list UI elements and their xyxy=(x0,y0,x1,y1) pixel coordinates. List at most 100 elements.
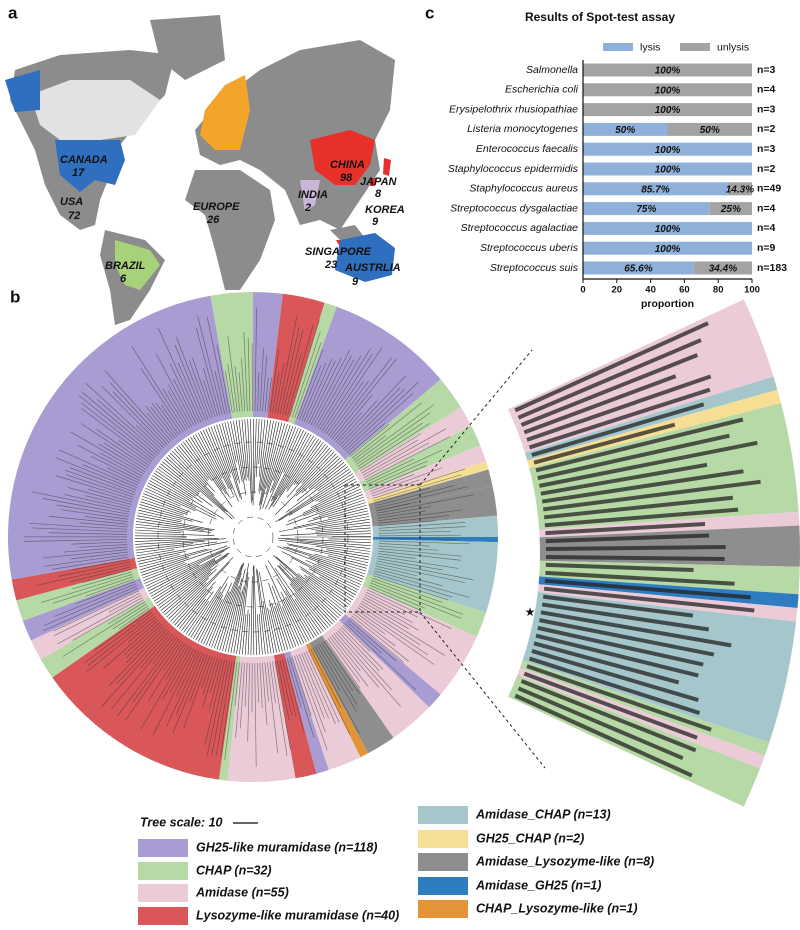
branch xyxy=(285,466,348,513)
leaf-label xyxy=(157,327,202,423)
leaf-label xyxy=(101,630,170,708)
branch xyxy=(315,524,371,531)
leaf-label xyxy=(378,534,461,537)
branch xyxy=(279,563,337,621)
branch xyxy=(293,510,369,529)
branch xyxy=(275,453,337,515)
leaf-label xyxy=(235,662,243,738)
leaf-label xyxy=(125,625,164,664)
leaf-label xyxy=(367,449,443,485)
leaf-label xyxy=(82,569,132,583)
clade-band xyxy=(362,574,486,637)
leaf-label xyxy=(165,644,188,681)
bar-segment xyxy=(709,202,752,216)
leaf-label xyxy=(371,577,443,603)
tree-legend: Tree scale: 10 GH25-like muramidase (n=1… xyxy=(138,806,654,925)
branch xyxy=(247,613,251,655)
leaf-label xyxy=(348,619,397,662)
leaf-label xyxy=(335,631,401,707)
leaf-label xyxy=(346,392,414,454)
leaf-label xyxy=(48,515,128,525)
leaf-label xyxy=(339,628,380,672)
leaf-label xyxy=(296,349,324,420)
panel-label: b xyxy=(10,287,20,306)
branch xyxy=(135,526,184,532)
leaf-label xyxy=(234,662,240,706)
branch xyxy=(244,609,249,655)
branch xyxy=(290,582,329,629)
clade-band xyxy=(344,379,461,474)
zoom-leaf-label xyxy=(541,469,744,504)
bar-segment xyxy=(583,103,752,117)
leaf-label xyxy=(155,353,195,426)
value-label: 85.7% xyxy=(641,184,669,195)
branch xyxy=(188,585,222,636)
zoom-leaf-label xyxy=(545,521,706,536)
legend-label: Amidase (n=55) xyxy=(195,885,289,899)
branch xyxy=(314,464,347,490)
branch xyxy=(297,573,345,612)
zoom-band xyxy=(508,675,760,807)
leaf-label xyxy=(82,464,138,488)
continent xyxy=(150,15,225,80)
branch xyxy=(238,419,247,481)
legend-swatch xyxy=(138,862,188,880)
leaf-label xyxy=(43,588,139,632)
branch xyxy=(302,486,360,514)
legend-swatch xyxy=(603,43,633,51)
branch xyxy=(312,564,360,588)
leaf-label xyxy=(378,522,466,529)
legend-label: Amidase_Lysozyme-like (n=8) xyxy=(475,854,654,868)
branch xyxy=(308,459,343,489)
branch xyxy=(319,576,355,598)
leaf-label xyxy=(303,652,336,725)
leaf-label xyxy=(373,474,462,502)
leaf-label xyxy=(163,641,184,671)
branch xyxy=(136,541,218,554)
leaf-label xyxy=(135,424,163,451)
region-name: JAPAN xyxy=(360,176,398,188)
branch xyxy=(294,592,324,632)
branch xyxy=(162,572,212,614)
branch xyxy=(260,421,280,505)
branch xyxy=(299,566,354,601)
leaf-label xyxy=(369,584,426,609)
chart-title: Results of Spot-test assay xyxy=(525,10,675,24)
branch xyxy=(135,523,211,533)
region-count: 9 xyxy=(352,276,359,288)
leaf-label xyxy=(376,494,474,514)
leaf-label xyxy=(161,404,182,434)
leaf-label xyxy=(208,659,223,711)
branch xyxy=(135,538,219,542)
branch xyxy=(200,599,223,644)
branch xyxy=(259,420,271,494)
leaf-label xyxy=(365,436,451,481)
leaf-label xyxy=(374,485,455,507)
value-label: 34.4% xyxy=(709,264,737,275)
leaf-label xyxy=(376,560,474,581)
leaf-label xyxy=(52,556,129,570)
branch xyxy=(205,591,230,646)
n-label: n=49 xyxy=(757,183,781,195)
leaf-label xyxy=(211,660,230,756)
branch xyxy=(172,450,215,496)
leaf-label xyxy=(220,661,235,757)
leaf-label xyxy=(337,630,392,691)
region-name: SINGAPORE xyxy=(305,246,372,258)
leaf-label xyxy=(314,646,341,691)
zoom-leaf-label xyxy=(526,664,712,732)
leaf-label xyxy=(176,336,209,420)
leaf-label xyxy=(378,520,436,527)
branch xyxy=(211,562,244,648)
branch xyxy=(267,560,317,637)
zoom-leaf-label xyxy=(517,686,684,761)
branch xyxy=(137,551,186,562)
leaf-label xyxy=(234,365,241,412)
leaf-label xyxy=(351,402,423,459)
leaf-label xyxy=(60,509,129,520)
branch xyxy=(271,435,315,507)
branch xyxy=(140,557,189,573)
branch xyxy=(257,570,269,655)
branch xyxy=(311,521,371,530)
branch xyxy=(227,421,237,463)
